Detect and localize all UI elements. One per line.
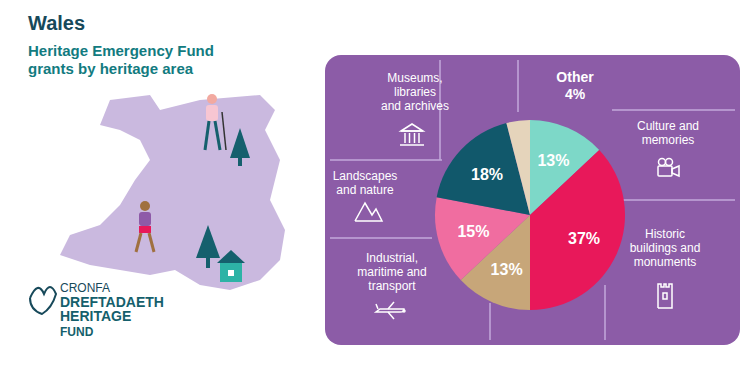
svg-text:monuments: monuments — [634, 255, 697, 269]
svg-text:memories: memories — [642, 133, 695, 147]
svg-text:Heritage Emergency Fund: Heritage Emergency Fund — [28, 42, 214, 59]
svg-text:Other: Other — [556, 69, 594, 85]
svg-text:and archives: and archives — [381, 99, 449, 113]
svg-text:grants by heritage area: grants by heritage area — [28, 60, 194, 77]
svg-text:Museums,: Museums, — [387, 71, 442, 85]
svg-text:maritime and: maritime and — [357, 265, 426, 279]
svg-text:Historic: Historic — [645, 227, 685, 241]
svg-text:Culture and: Culture and — [637, 119, 699, 133]
svg-text:FUND: FUND — [60, 325, 94, 339]
svg-text:libraries: libraries — [394, 85, 436, 99]
svg-text:CRONFA: CRONFA — [60, 281, 110, 295]
svg-text:DREFTADAETH: DREFTADAETH — [60, 293, 164, 310]
svg-text:HERITAGE: HERITAGE — [60, 308, 131, 324]
svg-text:15%: 15% — [457, 223, 489, 240]
svg-text:18%: 18% — [471, 166, 503, 183]
svg-text:13%: 13% — [491, 261, 523, 278]
svg-text:transport: transport — [368, 279, 416, 293]
svg-text:Industrial,: Industrial, — [366, 251, 418, 265]
svg-text:Landscapes: Landscapes — [333, 169, 398, 183]
svg-text:13%: 13% — [537, 152, 569, 169]
svg-text:37%: 37% — [568, 230, 600, 247]
svg-text:Wales: Wales — [28, 12, 85, 34]
svg-text:buildings and: buildings and — [630, 241, 701, 255]
svg-text:4%: 4% — [565, 86, 586, 102]
svg-text:and nature: and nature — [336, 183, 394, 197]
